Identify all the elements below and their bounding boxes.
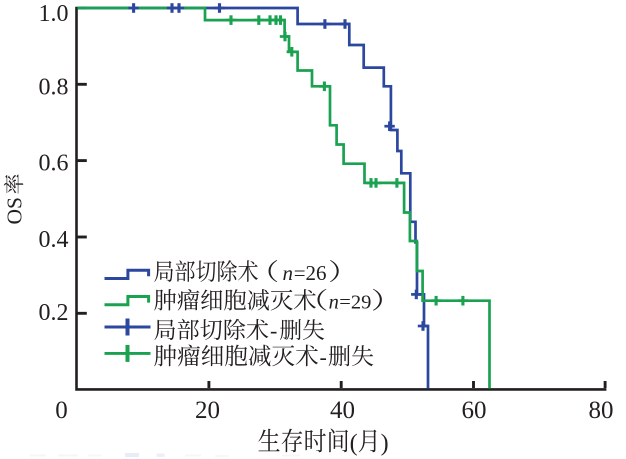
svg-text:40: 40 — [330, 397, 355, 424]
svg-text:OS: OS — [3, 197, 27, 224]
svg-text:80: 80 — [589, 397, 614, 424]
svg-text:n: n — [329, 292, 339, 314]
svg-text:0.2: 0.2 — [39, 300, 69, 326]
svg-text:=26: =26 — [294, 261, 327, 285]
svg-text:0: 0 — [55, 397, 68, 424]
svg-text:20: 20 — [195, 397, 220, 424]
svg-text:0.6: 0.6 — [39, 151, 69, 177]
svg-text:-: - — [270, 318, 277, 343]
svg-text:1.0: 1.0 — [39, 1, 69, 27]
svg-text:(: ( — [350, 430, 358, 456]
svg-text:0.4: 0.4 — [39, 227, 69, 253]
svg-text:n: n — [283, 261, 294, 285]
svg-text:): ) — [381, 430, 389, 456]
svg-text:60: 60 — [462, 397, 487, 424]
svg-text:-: - — [320, 344, 327, 369]
svg-text:0.8: 0.8 — [39, 75, 69, 101]
svg-text:=29: =29 — [339, 292, 371, 314]
